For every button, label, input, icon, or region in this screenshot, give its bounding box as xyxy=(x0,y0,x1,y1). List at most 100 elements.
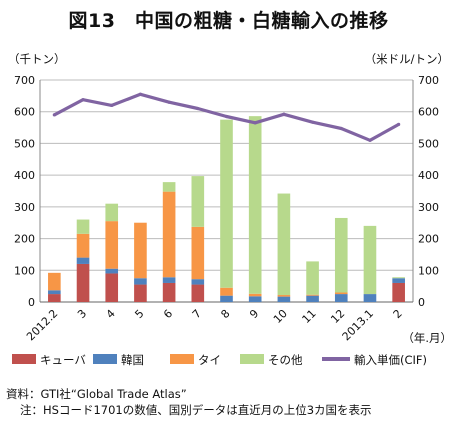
bar-segment xyxy=(76,233,90,258)
bar-segment xyxy=(392,277,405,279)
y-left-tick-label: 500 xyxy=(14,137,35,150)
line-point xyxy=(339,126,343,131)
bar-segment xyxy=(134,278,147,285)
bar-segment xyxy=(162,282,176,302)
legend-swatch xyxy=(240,354,264,364)
y-right-tick-label: 600 xyxy=(418,106,439,119)
bar-segment xyxy=(76,263,90,302)
bar-segment xyxy=(191,176,205,227)
y-left-tick-label: 0 xyxy=(28,296,35,309)
bar-segment xyxy=(363,294,377,302)
bar-segment xyxy=(277,295,291,297)
source-note: 資料：GTI社“Global Trade Atlas” xyxy=(6,387,187,401)
bar-segment xyxy=(220,287,233,296)
bar-segment xyxy=(134,284,147,302)
bar-segment xyxy=(105,221,119,269)
y-right-tick-label: 200 xyxy=(418,233,439,246)
y-right-tick-label: 700 xyxy=(418,74,439,87)
bar-segment xyxy=(306,261,319,295)
x-axis-label: （年.月） xyxy=(402,331,452,345)
footnote: 注：HSコード1701の数値、国別データは直近月の上位3カ国を表示 xyxy=(20,403,372,417)
bar-segment xyxy=(363,225,377,295)
line-point xyxy=(138,92,143,96)
bar-segment xyxy=(248,293,262,297)
legend-label: 輸入単価(CIF) xyxy=(354,353,427,367)
line-point xyxy=(167,100,171,104)
bar-segment xyxy=(105,273,119,302)
y-right-axis-label: （米ドル/トン） xyxy=(365,52,449,66)
bar-segment xyxy=(48,294,61,302)
chart-title: 図13 中国の粗糖・白糖輸入の推移 xyxy=(68,10,389,32)
bar-segment xyxy=(248,296,262,302)
legend-swatch xyxy=(170,354,194,364)
y-left-tick-label: 700 xyxy=(14,74,35,87)
legend-label: 韓国 xyxy=(121,353,144,367)
line-point xyxy=(196,106,200,111)
notes: 資料：GTI社“Global Trade Atlas” 注：HSコード1701の… xyxy=(6,386,372,418)
x-tick-label: 8 xyxy=(218,307,232,321)
x-tick-label: 9 xyxy=(247,307,261,321)
legend-swatch xyxy=(93,354,117,364)
bar-segment xyxy=(191,284,205,302)
bar-segment xyxy=(48,272,61,291)
bar-segment xyxy=(392,278,405,283)
line-point xyxy=(253,121,257,125)
line-point xyxy=(310,120,315,124)
y-left-axis-label: （千トン） xyxy=(8,52,66,66)
bar-segment xyxy=(392,282,405,302)
y-left-tick-label: 100 xyxy=(14,264,35,277)
x-tick-label: 11 xyxy=(300,307,319,326)
x-tick-label: 7 xyxy=(190,307,204,321)
legend-label: キューバ xyxy=(40,353,86,367)
bar-segment xyxy=(105,268,119,274)
y-right-tick-label: 100 xyxy=(418,264,439,277)
bar-segment xyxy=(191,226,205,280)
bar-segment xyxy=(334,292,348,295)
line-point xyxy=(397,122,401,126)
y-left-tick-label: 200 xyxy=(14,233,35,246)
bar-segment xyxy=(220,119,233,288)
line-point xyxy=(110,103,114,107)
x-tick-label: 5 xyxy=(132,307,146,321)
bar-segment xyxy=(76,219,90,234)
x-tick-label: 2 xyxy=(391,307,405,321)
x-tick-label: 10 xyxy=(271,307,290,326)
line-point xyxy=(81,98,85,102)
bar-segment xyxy=(76,257,90,264)
x-tick-label: 3 xyxy=(75,307,89,321)
bar-segment xyxy=(162,191,176,278)
bar-segment xyxy=(306,295,319,302)
x-tick-label: 4 xyxy=(104,307,118,321)
bar-segment xyxy=(162,182,176,192)
y-right-tick-label: 500 xyxy=(418,137,439,150)
line-point xyxy=(224,114,229,119)
x-tick-label: 2012.2 xyxy=(24,307,60,343)
y-right-tick-label: 0 xyxy=(418,296,425,309)
bar-segment xyxy=(248,116,262,294)
x-tick-label: 12 xyxy=(328,307,347,326)
line-point xyxy=(368,138,372,142)
line-point xyxy=(52,113,56,117)
y-left-tick-label: 600 xyxy=(14,106,35,119)
bar-segment xyxy=(191,279,205,285)
line-point xyxy=(282,112,286,116)
bar-segment xyxy=(306,294,319,296)
y-left-tick-label: 400 xyxy=(14,169,35,182)
bar-segment xyxy=(277,193,291,296)
bar-segment xyxy=(220,295,233,302)
bar-segment xyxy=(48,290,61,295)
bar-segment xyxy=(334,294,348,302)
legend-swatch xyxy=(12,354,36,364)
y-right-tick-label: 400 xyxy=(418,169,439,182)
y-left-tick-label: 300 xyxy=(14,201,35,214)
bar-segment xyxy=(162,277,176,283)
bar-segment xyxy=(134,222,147,279)
bar-segment xyxy=(277,296,291,302)
bar-segment xyxy=(334,217,348,293)
x-tick-label: 6 xyxy=(161,307,175,321)
y-right-tick-label: 300 xyxy=(418,201,439,214)
legend-label: その他 xyxy=(268,353,303,367)
bar-segment xyxy=(105,203,119,222)
chart-svg: 0 0 100 100 200 200 300 300 400 400 500 500 600 600 70… xyxy=(8,52,452,367)
